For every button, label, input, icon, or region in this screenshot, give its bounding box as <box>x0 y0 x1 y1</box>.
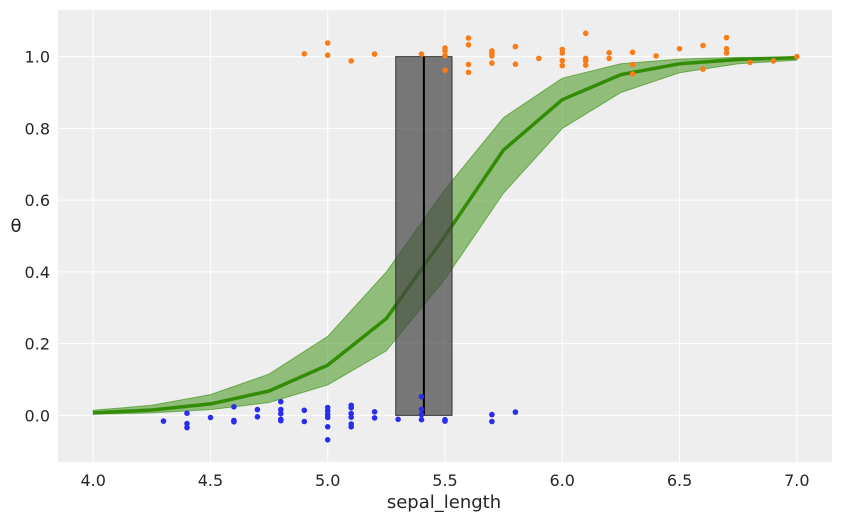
class-1-point <box>606 55 612 62</box>
class-1-point <box>489 53 495 59</box>
class-1-point <box>653 53 659 59</box>
x-tick-label: 5.0 <box>315 471 340 490</box>
class-0-point <box>418 416 425 423</box>
class-1-point <box>324 52 331 58</box>
data-points-layer <box>160 30 800 443</box>
class-1-point <box>676 45 683 52</box>
class-0-point <box>418 406 425 413</box>
x-axis-label: sepal_length <box>387 492 501 513</box>
class-1-point <box>629 61 636 68</box>
class-1-point <box>489 60 495 66</box>
class-0-point <box>371 409 378 415</box>
class-0-point <box>184 410 190 417</box>
class-1-point <box>723 34 730 41</box>
x-tick-label: 6.0 <box>550 471 575 490</box>
class-0-point <box>184 420 190 427</box>
class-0-point <box>278 416 284 423</box>
class-1-point <box>700 42 706 49</box>
class-1-point <box>770 58 777 64</box>
y-axis-label: θ <box>10 216 21 237</box>
y-tick-label: 0.2 <box>25 335 50 354</box>
class-1-point <box>442 67 448 74</box>
x-axis-ticks: 4.0 4.5 5.0 5.5 6.0 6.5 7.0 <box>80 471 809 490</box>
y-tick-label: 0.8 <box>25 119 50 138</box>
class-0-point <box>278 406 284 413</box>
class-0-point <box>301 418 308 425</box>
class-1-point <box>418 51 425 57</box>
class-1-point <box>512 43 519 50</box>
decision-boundary-layer <box>395 56 453 416</box>
x-tick-label: 4.5 <box>198 471 223 490</box>
y-tick-label: 0.4 <box>25 263 50 282</box>
class-1-point <box>465 61 472 68</box>
class-1-point <box>582 58 589 64</box>
class-1-point <box>465 69 472 76</box>
class-1-point <box>536 55 542 62</box>
class-1-point <box>747 59 753 66</box>
class-0-point <box>348 414 355 421</box>
class-1-point <box>606 49 612 56</box>
class-1-point <box>559 62 566 69</box>
class-1-point <box>629 49 636 56</box>
class-0-point <box>278 398 284 405</box>
class-0-point <box>489 411 495 418</box>
class-1-point <box>582 30 589 37</box>
class-1-point <box>442 48 448 54</box>
class-0-point <box>160 418 167 424</box>
class-1-point <box>348 58 355 64</box>
class-0-point <box>324 414 331 421</box>
class-1-point <box>442 52 448 59</box>
class-0-point <box>231 404 237 410</box>
class-0-point <box>184 424 190 431</box>
class-1-point <box>512 61 519 67</box>
class-1-point <box>723 50 730 56</box>
class-0-point <box>418 393 425 400</box>
class-0-point <box>395 416 401 423</box>
class-0-point <box>254 406 261 413</box>
x-tick-label: 5.5 <box>432 471 457 490</box>
class-1-point <box>582 62 589 68</box>
y-axis-ticks: 0.0 0.2 0.4 0.6 0.8 1.0 <box>25 48 50 426</box>
class-0-point <box>442 418 448 424</box>
class-1-point <box>700 66 706 72</box>
class-0-point <box>418 411 425 418</box>
y-tick-label: 0.6 <box>25 191 50 210</box>
class-0-point <box>278 410 284 417</box>
x-tick-label: 6.5 <box>667 471 692 490</box>
class-0-point <box>324 424 331 430</box>
class-1-point <box>465 35 472 41</box>
class-0-point <box>348 424 355 430</box>
class-1-point <box>723 45 730 52</box>
class-1-point <box>465 42 472 48</box>
class-0-point <box>231 419 237 425</box>
class-0-point <box>324 437 331 443</box>
class-1-point <box>371 51 378 57</box>
class-1-point <box>559 57 566 64</box>
class-0-point <box>371 415 378 421</box>
class-1-point <box>794 53 800 60</box>
y-tick-label: 1.0 <box>25 48 50 67</box>
y-tick-label: 0.0 <box>25 406 50 425</box>
x-tick-label: 4.0 <box>80 471 105 490</box>
class-1-point <box>324 40 331 46</box>
class-0-point <box>254 414 261 420</box>
class-0-point <box>489 418 495 425</box>
class-0-point <box>301 407 308 414</box>
class-1-point <box>559 50 566 56</box>
class-0-point <box>512 409 519 415</box>
class-0-point <box>207 414 214 421</box>
x-tick-label: 7.0 <box>784 471 809 490</box>
class-0-point <box>348 405 355 411</box>
class-1-point <box>301 51 308 57</box>
class-1-point <box>629 71 636 77</box>
